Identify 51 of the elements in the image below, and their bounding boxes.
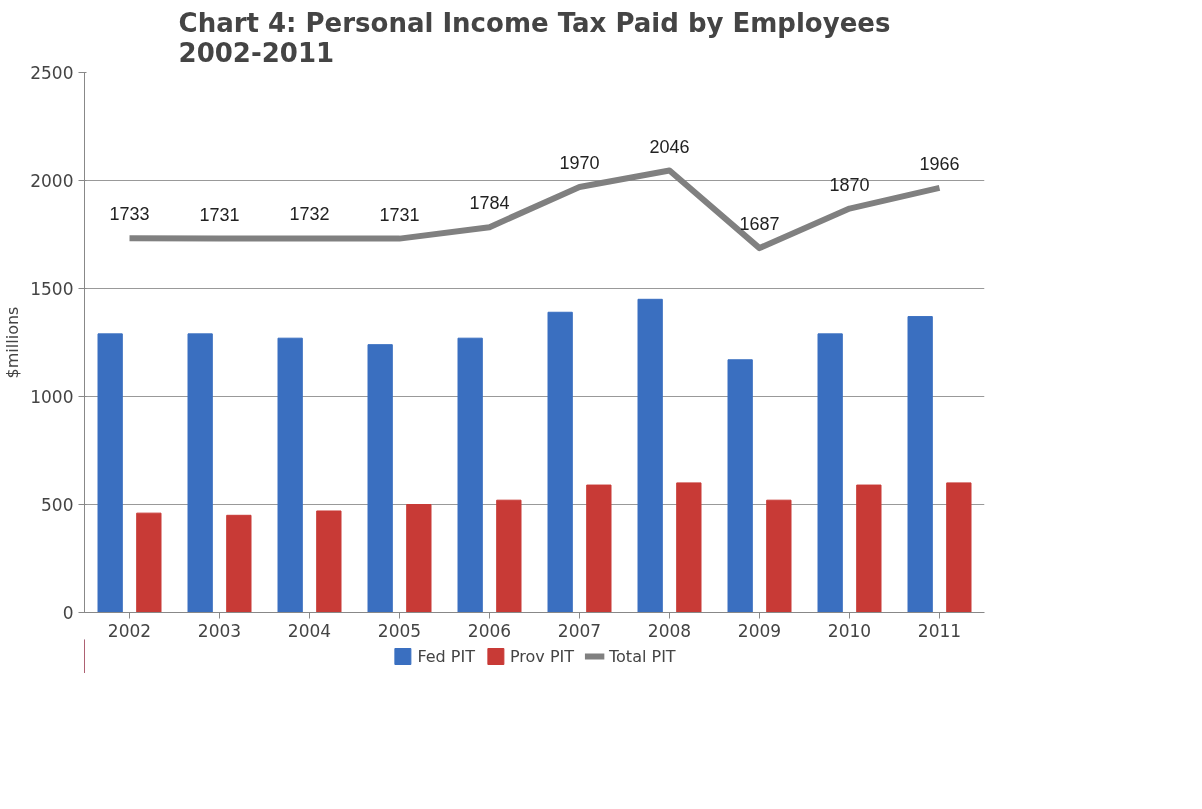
y-axis-title: $millions xyxy=(3,306,23,379)
bar xyxy=(97,333,123,613)
bar xyxy=(547,311,573,613)
y-tick-label: 1500 xyxy=(30,279,74,299)
bar xyxy=(226,514,252,613)
x-tick-label: 2005 xyxy=(377,620,422,641)
bar xyxy=(496,499,522,613)
bar xyxy=(367,344,393,613)
bar xyxy=(766,499,792,613)
x-tick-label: 2010 xyxy=(827,620,872,641)
bar xyxy=(637,298,663,613)
y-tick-label: 0 xyxy=(62,603,74,623)
x-tick-label: 2004 xyxy=(287,620,332,641)
bar xyxy=(316,510,342,613)
x-tick-label: 2011 xyxy=(917,620,962,641)
legend-label: Prov PIT xyxy=(509,646,575,666)
data-label: 1687 xyxy=(739,214,780,235)
y-tick-label: 1000 xyxy=(30,387,74,407)
data-label: 1870 xyxy=(829,174,870,195)
y-tick-label: 500 xyxy=(41,495,74,515)
chart-title: Chart 4: Personal Income Tax Paid by Employees 2002-2011 xyxy=(178,7,891,68)
bar xyxy=(817,333,843,613)
y-tick-label: 2500 xyxy=(30,63,74,83)
bar xyxy=(277,337,303,613)
bar xyxy=(457,337,483,613)
data-label: 1731 xyxy=(379,204,420,225)
bar xyxy=(136,512,162,613)
data-label: 1970 xyxy=(559,152,600,173)
data-label: 1731 xyxy=(199,204,240,225)
x-tick-label: 2002 xyxy=(107,620,152,641)
x-tick-label: 2003 xyxy=(197,620,242,641)
bar xyxy=(586,484,612,613)
bar xyxy=(676,482,702,613)
data-label: 1733 xyxy=(109,204,150,225)
bar xyxy=(946,482,972,613)
x-tick-label: 2008 xyxy=(647,620,692,641)
x-tick-label: 2006 xyxy=(467,620,512,641)
legend-label: Fed PIT xyxy=(417,646,475,666)
bar xyxy=(187,333,213,613)
x-tick-label: 2009 xyxy=(737,620,782,641)
bar xyxy=(907,316,933,613)
y-tick-label: 2000 xyxy=(30,171,74,191)
bar xyxy=(406,504,432,613)
data-label: 1784 xyxy=(469,193,510,214)
data-label: 1966 xyxy=(919,153,960,174)
data-label: 1732 xyxy=(289,204,330,225)
legend-label: Total PIT xyxy=(609,646,676,666)
bar xyxy=(856,484,882,613)
data-label: 2046 xyxy=(649,136,690,157)
bar xyxy=(727,359,753,613)
x-tick-label: 2007 xyxy=(557,620,602,641)
